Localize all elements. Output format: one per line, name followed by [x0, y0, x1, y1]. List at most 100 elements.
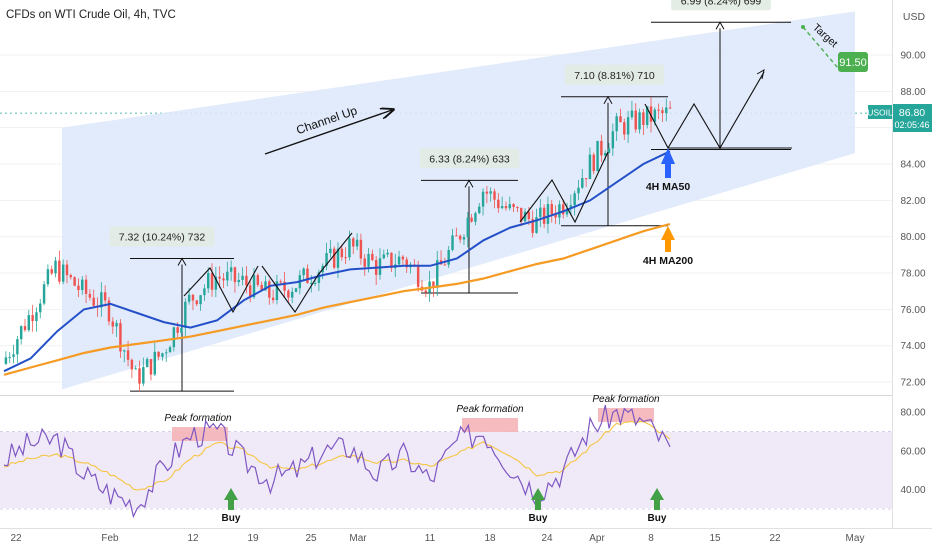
- candle-body: [645, 106, 649, 125]
- candle-body: [172, 327, 176, 348]
- candle-body: [241, 275, 244, 280]
- price-tick-label: 82.00: [900, 196, 925, 207]
- buy-label: Buy: [222, 513, 241, 524]
- candle-body: [195, 300, 198, 305]
- candle-body: [252, 275, 256, 298]
- candle-body: [237, 279, 240, 283]
- ma200-arrow-icon: [661, 226, 675, 252]
- candle-body: [367, 253, 370, 267]
- candle-body: [306, 268, 309, 284]
- candle-body: [27, 315, 31, 331]
- candle-body: [481, 191, 485, 207]
- candle-body: [355, 239, 359, 247]
- price-tick-label: 76.00: [900, 305, 925, 316]
- candle-body: [123, 350, 126, 352]
- candle-body: [332, 248, 336, 268]
- candle-body: [531, 219, 534, 233]
- candle-body: [275, 281, 279, 301]
- candle-body: [317, 272, 321, 283]
- candle-body: [256, 275, 260, 285]
- candle-body: [634, 110, 637, 130]
- candle-body: [470, 217, 473, 222]
- price-tick-label: 88.00: [900, 87, 925, 98]
- candle-body: [340, 248, 344, 258]
- current-price-badge: USOIL 86.80 02:05:46: [867, 104, 932, 132]
- candle-body: [386, 252, 389, 255]
- candle-body: [111, 321, 115, 327]
- measure-arrow-icon: [464, 179, 474, 188]
- channel-up-band: [62, 11, 855, 390]
- time-tick-label: 22: [769, 533, 781, 544]
- candle-body: [554, 213, 557, 218]
- candle-body: [569, 205, 573, 209]
- candle-body: [8, 356, 11, 358]
- candle-body: [485, 191, 489, 194]
- candle-body: [546, 204, 550, 224]
- candle-body: [199, 295, 202, 305]
- candle-body: [493, 191, 496, 200]
- candle-body: [520, 207, 523, 222]
- candle-body: [260, 284, 263, 291]
- time-axis-ticks: 22 Feb 12 19 25 Mar 11 18 24 Apr 8 15 22 May: [10, 533, 864, 544]
- buy-arrow-icon: [531, 488, 545, 510]
- rsi-band: [0, 432, 892, 508]
- price-range-measure: 7.32 (10.24%) 732: [109, 226, 234, 392]
- time-tick-label: Feb: [101, 533, 119, 544]
- measure-label: 6.33 (8.24%) 633: [429, 153, 510, 165]
- zigzag-path: [644, 71, 765, 150]
- buy-arrow-icon: [650, 488, 664, 510]
- candle-body: [145, 359, 149, 368]
- candle-body: [325, 253, 328, 266]
- measure-arrow-icon: [603, 95, 613, 105]
- ma50-line: [3, 150, 671, 373]
- candle-body: [84, 279, 88, 294]
- price-range-measure: 6.33 (8.24%) 633: [419, 148, 520, 294]
- time-tick-label: Mar: [349, 533, 367, 544]
- candle-body: [268, 281, 271, 298]
- target-line: [802, 26, 839, 69]
- candle-body: [653, 109, 657, 122]
- candle-body: [46, 269, 50, 285]
- candle-body: [65, 264, 69, 276]
- rsi-tick-label: 80.00: [900, 408, 925, 419]
- candle-body: [19, 326, 23, 340]
- candle-body: [115, 323, 118, 327]
- symbol-text: USOIL: [867, 108, 893, 118]
- candle-body: [626, 117, 630, 135]
- buy-signal: Buy: [222, 488, 241, 524]
- price-tick-label: 78.00: [900, 269, 925, 280]
- candle-body: [191, 294, 195, 301]
- candle-body: [581, 178, 584, 188]
- candle-body: [245, 275, 248, 286]
- candle-body: [176, 327, 179, 333]
- price-tick-label: 74.00: [900, 341, 925, 352]
- candle-body: [344, 257, 347, 259]
- candle-body: [508, 204, 511, 209]
- candle-body: [348, 238, 351, 258]
- price-tick-label: 90.00: [900, 51, 925, 62]
- rsi-axis-ticks: 80.00 60.00 40.00: [900, 408, 925, 497]
- candle-body: [165, 352, 168, 354]
- zigzag-path: [183, 265, 259, 314]
- candle-body: [100, 292, 103, 308]
- candle-body: [16, 339, 19, 355]
- candle-body: [615, 116, 618, 132]
- candle-body: [642, 112, 645, 125]
- candle-body: [649, 106, 653, 122]
- candle-body: [527, 211, 531, 220]
- candle-body: [592, 154, 595, 172]
- target-badge: [838, 52, 868, 72]
- candle-body: [313, 282, 317, 284]
- zigzag-path: [261, 232, 353, 313]
- candle-body: [50, 269, 53, 274]
- candle-body: [290, 291, 294, 298]
- candle-body: [103, 292, 107, 301]
- candle-body: [264, 281, 267, 291]
- ma200-line: [3, 222, 671, 376]
- symbol-tag: [868, 105, 892, 119]
- ma200-label: 4H MA200: [643, 255, 693, 267]
- price-tick-label: 72.00: [900, 378, 925, 389]
- candle-body: [638, 112, 641, 130]
- candle-body: [523, 211, 527, 222]
